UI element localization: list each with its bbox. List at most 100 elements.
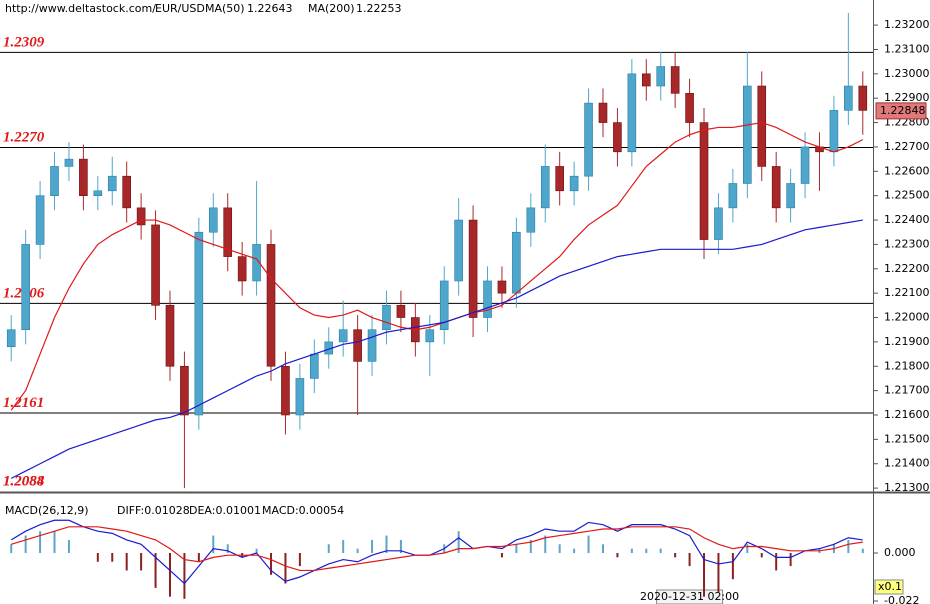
candle-body	[497, 280, 507, 294]
y-tick-label: 1.22600	[884, 164, 930, 177]
candle-body	[165, 305, 175, 367]
candle-body	[151, 224, 160, 306]
y-tick-label: 1.21400	[884, 457, 930, 470]
legend-ma50-value: 1.22643	[247, 2, 293, 15]
candle-body	[194, 231, 204, 416]
candle-body	[6, 329, 16, 348]
candle-body	[670, 66, 680, 94]
candle-body	[555, 166, 564, 192]
candle-body	[771, 166, 781, 209]
y-tick-label: 1.22500	[884, 189, 930, 202]
y-tick-label: 1.21800	[884, 359, 930, 372]
candle-body	[685, 93, 694, 123]
candle-body	[439, 280, 449, 331]
y-tick-label: 1.21300	[884, 481, 930, 494]
candle-body	[353, 329, 362, 362]
candle-body	[266, 244, 276, 367]
candle-body	[598, 102, 608, 123]
date-label: 2020-12-31 02:00	[640, 590, 739, 603]
candle-body	[50, 166, 59, 196]
candle-body	[252, 244, 261, 282]
candle-body	[844, 85, 853, 111]
candle-body	[569, 175, 579, 192]
macd-title: MACD(26,12,9)	[5, 504, 89, 517]
candle-body	[728, 183, 738, 209]
y-tick-label: 1.22000	[884, 311, 930, 324]
candle-body	[295, 378, 305, 416]
legend-ma200-value: 1.22253	[356, 2, 402, 15]
candle-body	[714, 207, 723, 240]
candle-body	[468, 219, 478, 318]
level-label: 1.2161	[3, 395, 44, 411]
candle-body	[786, 183, 795, 209]
y-tick-label: -0.022	[884, 594, 919, 604]
macd-line	[10, 519, 863, 585]
source-url: http://www.deltastock.com/	[5, 2, 156, 15]
candle-body	[136, 207, 146, 226]
legend-macd: MACD:0.00054	[262, 504, 344, 517]
candle-body	[656, 66, 666, 87]
y-tick-label: 1.22200	[884, 262, 930, 275]
level-label: 1.2309	[3, 34, 45, 50]
y-tick-label: 1.22300	[884, 237, 930, 250]
y-tick-label: 1.23200	[884, 18, 930, 31]
candle-body	[93, 190, 103, 196]
candle-body	[367, 329, 377, 362]
candle-body	[21, 244, 30, 331]
y-tick-label: 1.23100	[884, 42, 930, 55]
legend-diff: DIFF:0.01028	[117, 504, 190, 517]
candle-body	[613, 122, 622, 153]
y-tick-label: 1.22400	[884, 213, 930, 226]
y-tick-label: 1.22700	[884, 140, 930, 153]
candle-body	[79, 158, 88, 196]
last-price-label: 1.22848	[880, 104, 926, 117]
y-tick-label: 1.22900	[884, 91, 930, 104]
candle-body	[338, 329, 348, 343]
candle-body	[281, 365, 290, 416]
legend-ma50: MA(50)	[205, 2, 245, 15]
candle-body	[64, 158, 74, 167]
candle-body	[425, 329, 435, 343]
candle-body	[122, 175, 131, 209]
candle-body	[627, 73, 637, 153]
candle-body	[540, 166, 550, 209]
candle-body	[107, 175, 117, 192]
candle-body	[223, 207, 233, 257]
candle-body	[454, 219, 463, 282]
last-price-box	[875, 102, 927, 120]
y-tick-label: 1.21900	[884, 335, 930, 348]
level-label: 1.2270	[3, 129, 45, 145]
candle-body	[208, 207, 218, 233]
candle-body	[526, 207, 536, 233]
candle-body	[584, 102, 593, 177]
level-label: 1.2084	[3, 473, 45, 489]
y-tick-label: 1.21700	[884, 384, 930, 397]
moving-average	[10, 121, 864, 411]
y-tick-label: 1.22100	[884, 286, 930, 299]
candle-body	[743, 85, 752, 184]
candle-body	[483, 280, 492, 318]
y-tick-label: 1.21500	[884, 432, 930, 445]
candle-body	[858, 85, 868, 111]
candle-body	[35, 195, 45, 245]
candle-body	[699, 122, 709, 240]
y-tick-label: 1.21600	[884, 408, 930, 421]
symbol: EUR/USD	[155, 2, 205, 15]
candle-body	[237, 256, 247, 282]
legend-dea: DEA:0.01001	[189, 504, 261, 517]
candle-body	[757, 85, 767, 167]
scale-box	[874, 579, 904, 595]
y-tick-label: 0.000	[884, 546, 916, 559]
candle-body	[310, 353, 319, 379]
candle-body	[800, 146, 810, 184]
date-box	[656, 589, 724, 604]
legend-ma200: MA(200)	[308, 2, 355, 15]
candle-body	[396, 305, 406, 318]
candle-body	[829, 110, 839, 153]
moving-average	[10, 219, 863, 479]
candle-body	[641, 73, 651, 87]
scale-label: x0.1	[878, 580, 902, 593]
y-tick-label: 1.23000	[884, 67, 930, 80]
candle-body	[512, 231, 521, 294]
